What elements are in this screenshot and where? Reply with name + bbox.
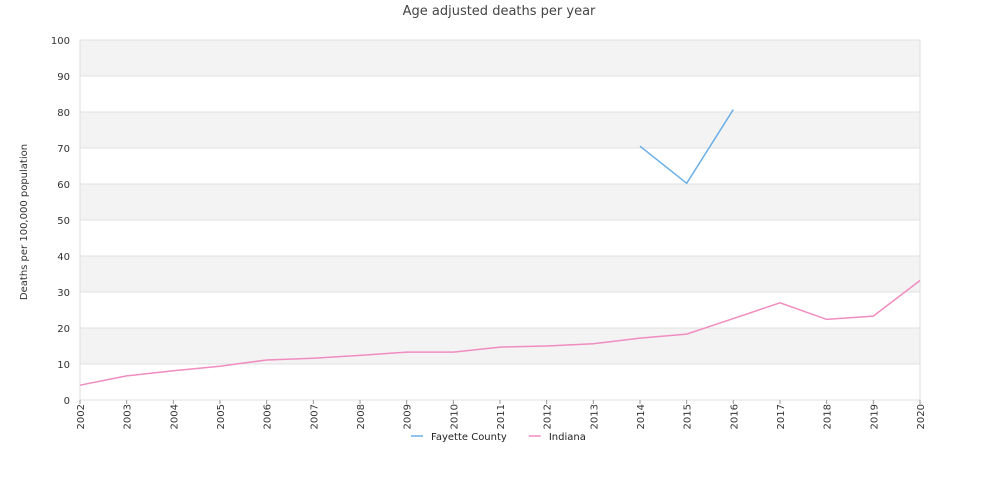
y-tick-label: 50 <box>57 216 70 227</box>
y-tick-label: 90 <box>57 72 70 83</box>
chart-title: Age adjusted deaths per year <box>403 4 596 19</box>
x-tick-label: 2009 <box>403 404 414 429</box>
x-tick-label: 2018 <box>823 404 834 429</box>
x-tick-label: 2016 <box>729 404 740 429</box>
y-tick-label: 10 <box>57 360 70 371</box>
x-tick-label: 2005 <box>216 404 227 429</box>
y-axis-label: Deaths per 100,000 population <box>19 144 30 300</box>
x-tick-label: 2019 <box>869 404 880 429</box>
legend: Fayette County Indiana <box>411 432 586 443</box>
x-tick-label: 2014 <box>636 404 647 429</box>
series-line-fayette-county <box>639 109 734 185</box>
grid-band <box>80 40 920 76</box>
legend-label: Fayette County <box>431 432 507 443</box>
x-tick-label: 2017 <box>776 404 787 429</box>
x-tick-label: 2012 <box>543 404 554 429</box>
y-tick-label: 40 <box>57 252 70 263</box>
y-tick-label: 100 <box>51 36 70 47</box>
grid-band <box>80 112 920 148</box>
grid-band <box>80 184 920 220</box>
y-tick-label: 60 <box>57 180 70 191</box>
x-tick-label: 2015 <box>683 404 694 429</box>
x-tick-label: 2008 <box>356 404 367 429</box>
y-tick-label: 20 <box>57 324 70 335</box>
series-lines <box>79 109 921 386</box>
x-axis: 2002 2003 2004 2005 2006 2007 2008 2009 2010 2011… <box>76 400 927 429</box>
y-tick-label: 30 <box>57 288 70 299</box>
x-tick-label: 2002 <box>76 404 87 429</box>
series-line-indiana <box>79 279 921 386</box>
grid-band <box>80 328 920 364</box>
y-tick-label: 80 <box>57 108 70 119</box>
y-axis: 0 10 20 30 40 50 60 70 80 90 100 <box>51 36 70 407</box>
y-tick-label: 0 <box>64 396 70 407</box>
x-tick-label: 2004 <box>169 404 180 429</box>
x-tick-label: 2020 <box>916 404 927 429</box>
x-tick-label: 2007 <box>309 404 320 429</box>
x-tick-label: 2010 <box>449 404 460 429</box>
x-tick-label: 2011 <box>496 404 507 429</box>
x-tick-label: 2006 <box>263 404 274 429</box>
grid-bands <box>79 39 921 401</box>
y-tick-label: 70 <box>57 144 70 155</box>
x-tick-label: 2013 <box>589 404 600 429</box>
grid-band <box>80 256 920 292</box>
legend-label: Indiana <box>549 432 586 443</box>
x-tick-label: 2003 <box>123 404 134 429</box>
